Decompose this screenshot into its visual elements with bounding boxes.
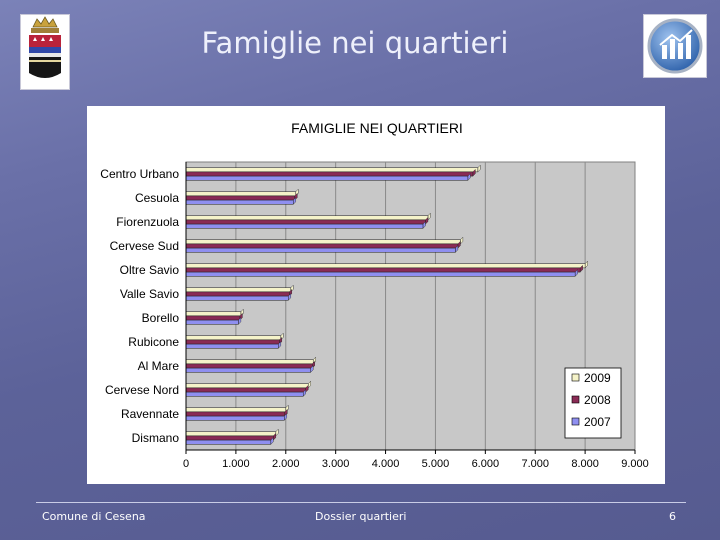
legend-swatch [571,417,580,426]
legend-label: 2009 [584,371,611,385]
bar [185,407,287,413]
bar [185,343,279,349]
category-label: Cervese Sud [110,239,179,253]
bar [185,295,289,301]
x-tick-label: 2.000 [272,458,300,470]
footer-organization: Comune di Cesena [42,510,146,523]
bar [185,391,304,397]
bar [185,335,282,341]
bar [185,199,294,205]
legend-label: 2008 [584,393,611,407]
chart-panel: FAMIGLIE NEI QUARTIERI 0 1.000 2.000 3.000 4… [87,106,665,484]
chart-title: FAMIGLIE NEI QUARTIERI [291,120,463,136]
bar [185,239,461,245]
bar [185,243,459,249]
bar [185,431,277,437]
bar [185,339,280,345]
category-label: Oltre Savio [120,263,180,277]
x-tick-label: 7.000 [521,458,549,470]
bar [185,363,313,369]
bar [185,267,581,273]
x-tick-label: 4.000 [372,458,400,470]
category-label: Rubicone [128,335,179,349]
bar [185,223,424,229]
category-label: Valle Savio [120,287,179,301]
category-label: Al Mare [138,359,180,373]
bar [185,387,306,393]
category-label: Cervese Nord [105,383,179,397]
category-label: Borello [142,311,180,325]
bar [185,175,469,181]
category-label: Ravennate [121,407,179,421]
bar [185,215,429,221]
coat-of-arms-icon [20,14,70,90]
x-tick-label: 1.000 [222,458,250,470]
footer-divider [36,502,686,503]
footer-document: Dossier quartieri [315,510,407,523]
slide-title: Famiglie nei quartieri [201,26,509,60]
x-tick-label: 9.000 [621,458,649,470]
plot-area [185,161,636,451]
bar [185,435,274,441]
bar-chart-logo-icon [643,14,707,78]
category-label: Centro Urbano [100,167,179,181]
bar [185,383,309,389]
bar [185,195,296,201]
bar [185,171,474,177]
category-label: Dismano [132,431,180,445]
bar [185,271,576,277]
bar [185,359,314,365]
bar [185,439,272,445]
bar [185,315,241,321]
page-number: 6 [669,510,676,523]
bar [185,263,586,269]
x-tick-label: 3.000 [322,458,350,470]
bar [185,191,297,197]
legend-swatch [571,395,580,404]
x-tick-label: 6.000 [472,458,500,470]
bar [185,219,426,225]
x-tick-label: 8.000 [571,458,599,470]
bar [185,291,290,297]
bar [185,287,292,293]
bar [185,319,239,325]
x-tick-label: 5.000 [422,458,450,470]
category-label: Fiorenzuola [116,215,179,229]
x-tick-label: 0 [183,458,189,470]
bar [185,247,456,253]
bar-chart: FAMIGLIE NEI QUARTIERI 0 1.000 2.000 3.000 4… [100,120,649,470]
bar [185,415,285,421]
bar [185,411,286,417]
bar [185,367,311,373]
legend-label: 2007 [584,415,611,429]
legend-swatch [571,373,580,382]
bar [185,167,479,173]
category-label: Cesuola [135,191,179,205]
bar [185,311,242,317]
